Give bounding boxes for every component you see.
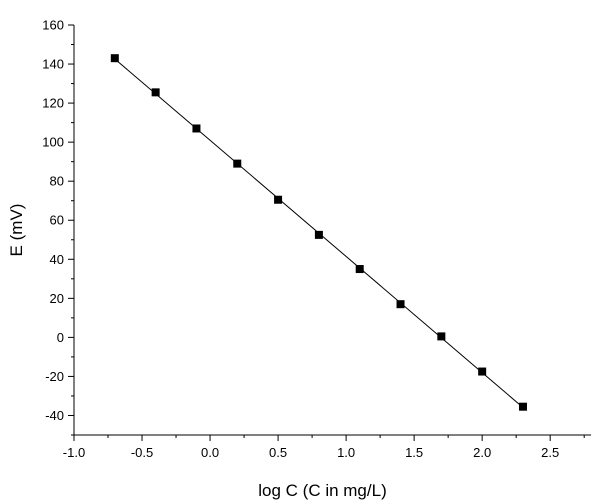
y-tick-label: 100	[42, 135, 64, 150]
y-tick-label: 0	[57, 330, 64, 345]
x-tick-label: 0.0	[201, 445, 219, 460]
data-point	[478, 367, 487, 376]
data-point	[110, 54, 119, 63]
y-tick-label: -20	[45, 369, 64, 384]
x-tick-label: 2.0	[473, 445, 491, 460]
data-point	[314, 230, 323, 239]
y-axis-title: E (mV)	[7, 204, 26, 257]
data-point	[355, 265, 364, 274]
data-point	[192, 124, 201, 133]
data-point	[396, 300, 405, 309]
y-tick-label: 20	[50, 291, 64, 306]
x-tick-label: 2.5	[541, 445, 559, 460]
x-tick-label: 1.0	[337, 445, 355, 460]
x-tick-label: -0.5	[131, 445, 153, 460]
data-point	[274, 195, 283, 204]
data-point	[437, 332, 446, 341]
y-tick-label: 120	[42, 96, 64, 111]
y-tick-label: 60	[50, 213, 64, 228]
x-axis-title: log C (C in mg/L)	[258, 481, 386, 500]
axes	[73, 25, 591, 436]
y-tick-label: 40	[50, 252, 64, 267]
data-point	[151, 88, 160, 97]
data-points	[110, 54, 527, 411]
data-point	[518, 402, 527, 411]
y-tick-label: 160	[42, 18, 64, 33]
ticks: -1.0 -0.5 0.0 0.5 1.0 1.5 2.0 2.5 -40 -20 0 20 40 60 8…	[42, 18, 585, 460]
y-tick-label: -40	[45, 408, 64, 423]
y-tick-label: 140	[42, 57, 64, 72]
x-tick-label: 1.5	[405, 445, 423, 460]
data-point	[233, 159, 242, 168]
y-tick-label: 80	[50, 174, 64, 189]
x-tick-label: 0.5	[269, 445, 287, 460]
x-tick-label: -1.0	[63, 445, 85, 460]
